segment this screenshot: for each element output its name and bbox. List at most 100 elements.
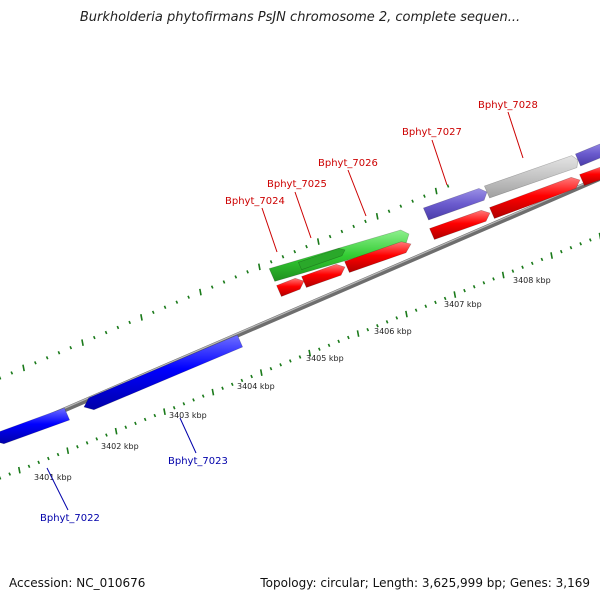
tick-minor <box>92 335 96 340</box>
gene-bphyt-7026[interactable] <box>344 241 412 273</box>
tick-minor <box>47 456 50 461</box>
tick-minor <box>269 366 273 371</box>
gene-label[interactable]: Bphyt_7026 <box>318 158 378 169</box>
tick-minor <box>293 249 297 254</box>
tick-major <box>140 314 143 321</box>
tick-minor <box>222 280 226 284</box>
tick-minor <box>511 269 515 273</box>
tick-minor <box>27 464 31 469</box>
gene-bphyt-7027[interactable] <box>429 209 491 240</box>
tick-minor <box>288 359 292 363</box>
leader-line <box>294 191 312 239</box>
tick-minor <box>37 460 41 465</box>
tick-minor <box>187 295 190 299</box>
gene-label[interactable]: Bphyt_7024 <box>225 196 285 207</box>
tick-minor <box>143 417 147 422</box>
leader-line <box>46 467 69 511</box>
tick-minor <box>482 281 486 285</box>
tick-minor <box>104 330 108 335</box>
orf-green-inner-arrow[interactable] <box>297 247 346 271</box>
gene-label[interactable]: Bphyt_7023 <box>168 456 228 467</box>
tick-major <box>259 369 263 376</box>
gene-bphyt-7025[interactable] <box>301 263 346 288</box>
tick-major <box>308 349 312 357</box>
kbp-label: 3405 kbp <box>306 354 344 363</box>
gene-labels: Bphyt_7022 Bphyt_7023 Bphyt_7024 Bphyt_7025… <box>40 100 538 524</box>
tick-minor <box>385 320 389 324</box>
tick-minor <box>0 476 2 480</box>
tick-minor <box>221 386 224 390</box>
gene-bphyt-7024[interactable] <box>276 277 305 297</box>
tick-major <box>199 288 202 296</box>
tick-major <box>22 364 25 372</box>
tick-major <box>550 252 553 259</box>
tick-minor <box>0 376 2 380</box>
tick-minor <box>434 300 437 305</box>
tick-minor <box>105 433 108 437</box>
tick-minor <box>588 238 592 242</box>
tick-minor <box>395 316 399 320</box>
gene-bphyt-7022[interactable] <box>0 407 71 445</box>
orf-purple-arrow[interactable] <box>422 188 488 221</box>
tick-minor <box>45 356 49 360</box>
tick-minor <box>540 257 544 262</box>
tick-minor <box>57 351 61 355</box>
backbone-highlight <box>0 176 600 437</box>
tick-minor <box>250 374 253 379</box>
tick-minor <box>305 244 308 249</box>
orf-gray-arrow[interactable] <box>483 155 579 199</box>
tick-major <box>211 388 215 396</box>
map-title: Burkholderia phytofirmans PsJN chromosom… <box>79 10 521 25</box>
kbp-label: 3401 kbp <box>34 473 72 482</box>
tick-minor <box>69 345 73 350</box>
tick-minor <box>172 406 176 410</box>
tick-minor <box>387 209 391 213</box>
kbp-label: 3407 kbp <box>444 300 482 309</box>
tick-minor <box>318 347 321 351</box>
tick-minor <box>246 270 249 274</box>
tick-minor <box>151 310 155 315</box>
tick-major <box>501 271 505 279</box>
gene-bphyt-7023[interactable] <box>83 334 243 411</box>
tick-minor <box>163 305 167 309</box>
tick-minor <box>414 308 418 312</box>
gene-label[interactable]: Bphyt_7025 <box>267 179 327 190</box>
tick-minor <box>399 204 403 208</box>
summary-text: Topology: circular; Length: 3,625,999 bp… <box>260 576 590 590</box>
tick-major <box>405 310 408 318</box>
tick-minor <box>446 184 450 188</box>
leader-line <box>261 207 278 253</box>
tick-minor <box>175 300 179 304</box>
leader-line <box>431 139 448 186</box>
tick-minor <box>124 425 128 429</box>
tick-minor <box>279 363 282 367</box>
gene-label[interactable]: Bphyt_7022 <box>40 513 100 524</box>
orf-track <box>268 142 600 282</box>
kbp-labels: 3401 kbp 3402 kbp 3403 kbp 3404 kbp 3405 kbp… <box>34 276 551 482</box>
tick-minor <box>298 355 302 359</box>
tick-major <box>434 187 438 195</box>
leader-line <box>179 417 197 454</box>
tick-minor <box>10 371 14 375</box>
tick-minor <box>76 445 79 449</box>
tick-minor <box>463 288 466 293</box>
tick-minor <box>423 194 426 198</box>
gene-next-forward[interactable] <box>579 165 600 186</box>
gene-bphyt-7028[interactable] <box>489 176 581 219</box>
tick-minor <box>230 382 234 387</box>
outer-tick-track <box>0 184 450 380</box>
kbp-label: 3408 kbp <box>513 276 551 285</box>
tick-minor <box>192 398 195 402</box>
tick-minor <box>56 452 60 457</box>
tick-major <box>66 447 70 455</box>
gene-label[interactable]: Bphyt_7028 <box>478 100 538 111</box>
gene-label[interactable]: Bphyt_7027 <box>402 127 462 138</box>
kbp-label: 3402 kbp <box>101 442 139 451</box>
tick-minor <box>364 219 367 224</box>
tick-major <box>163 408 166 415</box>
orf-purple-right-arrow[interactable] <box>575 142 600 167</box>
tick-minor <box>234 275 238 279</box>
tick-minor <box>411 199 414 203</box>
tick-minor <box>347 335 350 340</box>
